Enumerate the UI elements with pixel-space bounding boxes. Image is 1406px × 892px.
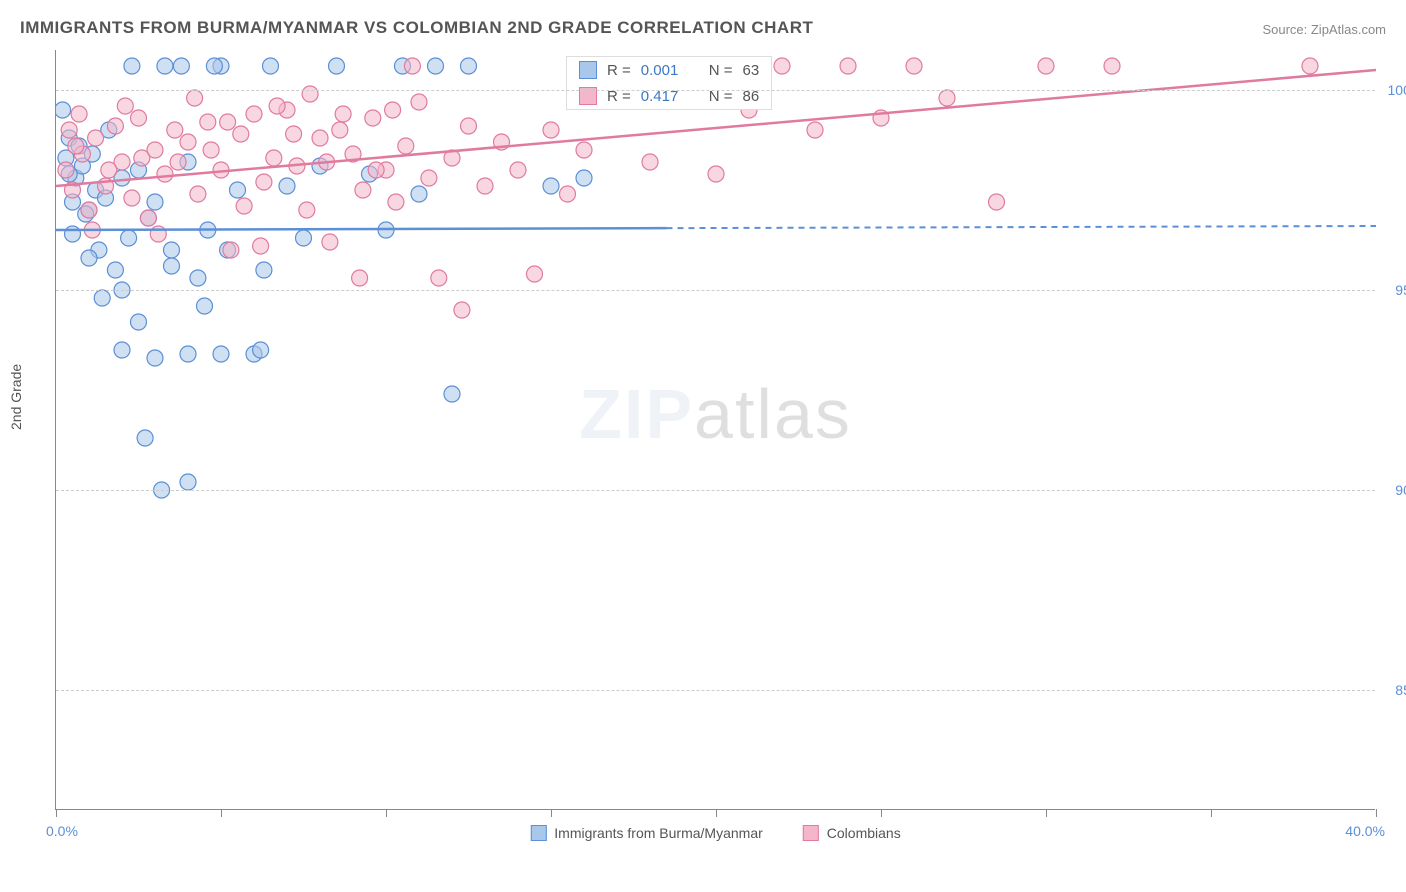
legend-row: R = 0.001 N = 63 [567, 57, 771, 83]
plot-area: ZIPatlas R =0.001N =63R =0.417N =86 0.0%… [55, 50, 1375, 810]
x-axis-min-label: 0.0% [46, 823, 78, 839]
y-tick-label: 85.0% [1380, 682, 1406, 698]
y-tick-label: 90.0% [1380, 482, 1406, 498]
x-tick [881, 809, 882, 817]
legend-label: Colombians [827, 825, 901, 841]
legend-item: Colombians [803, 825, 901, 841]
legend-row: R =0.417N =86 [567, 83, 771, 109]
correlation-legend: R = 0.001 N = 63 R =0.417N =86 [566, 56, 772, 110]
gridline [56, 490, 1375, 491]
legend-swatch [803, 825, 819, 841]
n-label: N = [709, 62, 733, 79]
x-tick [716, 809, 717, 817]
r-label: R = [607, 62, 631, 79]
chart-title: IMMIGRANTS FROM BURMA/MYANMAR VS COLOMBI… [20, 18, 813, 38]
x-axis-max-label: 40.0% [1345, 823, 1385, 839]
r-value: 0.001 [641, 62, 691, 79]
series-legend: Immigrants from Burma/Myanmar Colombians [530, 825, 900, 841]
legend-swatch [579, 61, 597, 79]
x-tick [1046, 809, 1047, 817]
y-tick-label: 100.0% [1380, 82, 1406, 98]
legend-swatch [530, 825, 546, 841]
x-tick [1376, 809, 1377, 817]
n-value: 63 [743, 62, 760, 79]
legend-label: Immigrants from Burma/Myanmar [554, 825, 762, 841]
legend-item: Immigrants from Burma/Myanmar [530, 825, 762, 841]
x-tick [56, 809, 57, 817]
x-tick [551, 809, 552, 817]
chart-svg [56, 50, 1376, 810]
x-tick [221, 809, 222, 817]
gridline [56, 90, 1375, 91]
x-tick [386, 809, 387, 817]
gridline [56, 290, 1375, 291]
source-label: Source: ZipAtlas.com [1262, 22, 1386, 37]
y-axis-label: 2nd Grade [8, 364, 24, 430]
gridline [56, 690, 1375, 691]
y-tick-label: 95.0% [1380, 282, 1406, 298]
x-tick [1211, 809, 1212, 817]
